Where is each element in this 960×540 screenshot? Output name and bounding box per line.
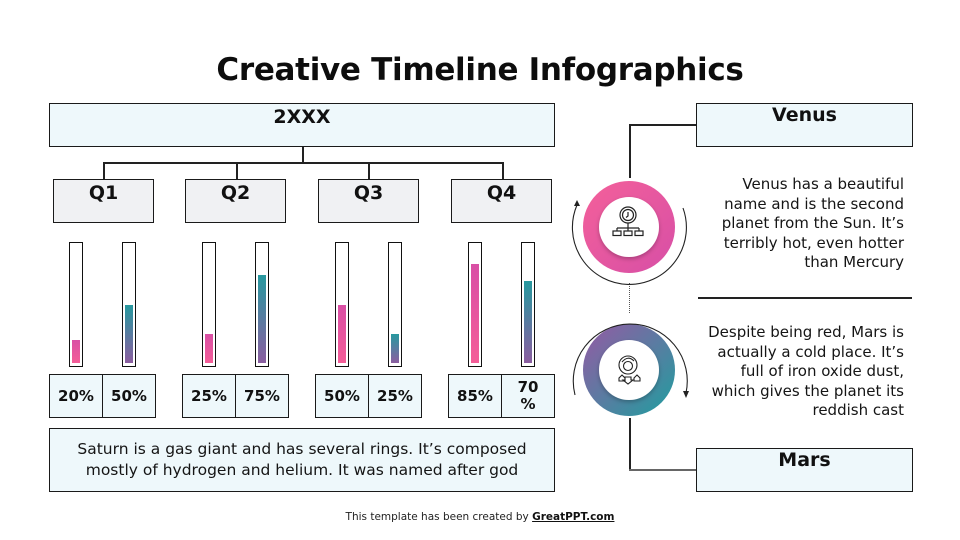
quarter-box-q1: Q1 — [53, 179, 154, 223]
percent-value: 50% — [102, 375, 155, 417]
planet-description-mars: Despite being red, Mars is actually a co… — [708, 323, 904, 419]
connector-q3 — [368, 162, 370, 179]
planet-title-mars: Mars — [696, 448, 913, 492]
progress-fill — [471, 263, 479, 363]
percent-value: 50% — [324, 386, 360, 405]
connector-q2 — [236, 162, 238, 179]
percent-value: 25% — [368, 375, 421, 417]
mars-connector-h — [629, 469, 696, 471]
quarter-box-q3: Q3 — [318, 179, 419, 223]
progress-fill — [338, 304, 346, 363]
percent-value: 70 % — [501, 375, 554, 417]
percent-group-q2: 25% 75% — [182, 374, 289, 418]
footer-text: This template has been created by — [345, 511, 533, 523]
divider — [698, 297, 912, 299]
progress-tube-q1-a — [69, 242, 83, 367]
progress-fill — [72, 339, 80, 363]
venus-circle-graphic — [571, 181, 687, 285]
percent-value: 25% — [191, 386, 227, 405]
planet-description-venus: Venus has a beautiful name and is the se… — [721, 175, 904, 271]
progress-tube-q3-a — [335, 242, 349, 367]
footer-link[interactable]: GreatPPT.com — [532, 511, 615, 523]
connector-q1 — [103, 162, 105, 179]
percent-value: 85% — [457, 386, 493, 405]
percent-group-q1: 20% 50% — [49, 374, 156, 418]
percent-group-q3: 50% 25% — [315, 374, 422, 418]
progress-tube-q2-a — [202, 242, 216, 367]
clock-hierarchy-icon — [612, 206, 644, 237]
progress-tube-q1-b — [122, 242, 136, 367]
page-title: Creative Timeline Infographics — [216, 52, 744, 88]
progress-fill — [258, 275, 266, 363]
progress-fill — [524, 281, 532, 363]
footer-credit: This template has been created by GreatP… — [0, 511, 960, 523]
quarter-box-q2: Q2 — [185, 179, 286, 223]
person-team-icon — [618, 355, 641, 385]
progress-tube-q2-b — [255, 242, 269, 367]
venus-connector-v — [629, 124, 631, 178]
percent-value: 20% — [58, 386, 94, 405]
planet-title-venus: Venus — [696, 103, 913, 147]
progress-tube-q4-b — [521, 242, 535, 367]
connector-q4 — [502, 162, 504, 179]
percent-group-q4: 85% 70 % — [448, 374, 555, 418]
year-box: 2XXX — [49, 103, 555, 147]
progress-fill — [391, 333, 399, 363]
progress-fill — [125, 304, 133, 363]
mars-circle-graphic — [572, 323, 689, 416]
connector-year-stem — [302, 147, 304, 163]
quarter-box-q4: Q4 — [451, 179, 552, 223]
timeline-description: Saturn is a gas giant and has several ri… — [49, 428, 555, 492]
connector-horizontal — [103, 162, 503, 164]
progress-tube-q4-a — [468, 242, 482, 367]
dotted-connector — [629, 283, 630, 313]
percent-value: 75% — [235, 375, 288, 417]
progress-fill — [205, 333, 213, 363]
mars-connector-v — [629, 418, 631, 470]
progress-tube-q3-b — [388, 242, 402, 367]
venus-connector-h — [629, 124, 696, 126]
